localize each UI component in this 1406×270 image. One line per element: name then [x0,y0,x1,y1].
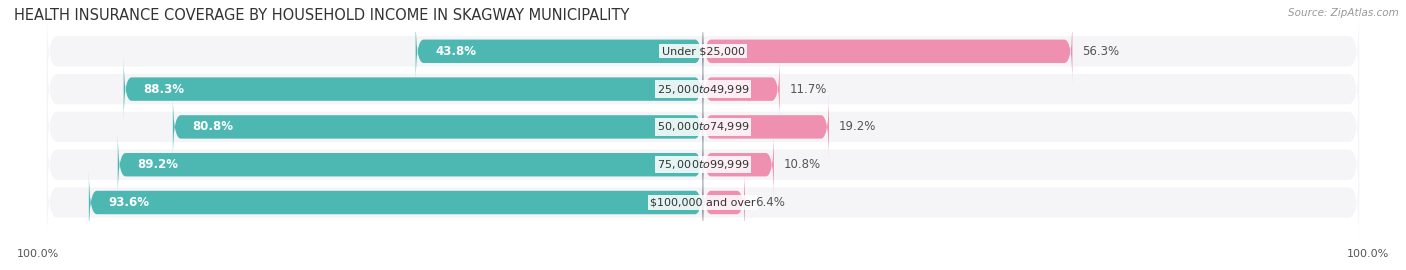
FancyBboxPatch shape [703,169,745,236]
Text: Source: ZipAtlas.com: Source: ZipAtlas.com [1288,8,1399,18]
FancyBboxPatch shape [118,131,703,198]
Text: 80.8%: 80.8% [193,120,233,133]
FancyBboxPatch shape [173,93,703,161]
Text: 6.4%: 6.4% [755,196,785,209]
Text: $50,000 to $74,999: $50,000 to $74,999 [657,120,749,133]
FancyBboxPatch shape [46,123,1360,206]
FancyBboxPatch shape [703,131,773,198]
FancyBboxPatch shape [703,55,780,123]
Text: HEALTH INSURANCE COVERAGE BY HOUSEHOLD INCOME IN SKAGWAY MUNICIPALITY: HEALTH INSURANCE COVERAGE BY HOUSEHOLD I… [14,8,630,23]
Text: 100.0%: 100.0% [1347,249,1389,259]
Text: 10.8%: 10.8% [783,158,821,171]
Text: Under $25,000: Under $25,000 [661,46,745,56]
FancyBboxPatch shape [416,18,703,85]
FancyBboxPatch shape [124,55,703,123]
FancyBboxPatch shape [46,85,1360,168]
Text: 88.3%: 88.3% [143,83,184,96]
Text: 89.2%: 89.2% [138,158,179,171]
Text: 43.8%: 43.8% [436,45,477,58]
Text: 100.0%: 100.0% [17,249,59,259]
Text: 11.7%: 11.7% [790,83,827,96]
Text: $100,000 and over: $100,000 and over [650,197,756,208]
Text: 93.6%: 93.6% [108,196,149,209]
Text: $75,000 to $99,999: $75,000 to $99,999 [657,158,749,171]
FancyBboxPatch shape [703,93,830,161]
FancyBboxPatch shape [46,161,1360,244]
FancyBboxPatch shape [703,18,1073,85]
FancyBboxPatch shape [89,169,703,236]
FancyBboxPatch shape [46,10,1360,93]
Text: 56.3%: 56.3% [1083,45,1119,58]
Text: $25,000 to $49,999: $25,000 to $49,999 [657,83,749,96]
FancyBboxPatch shape [46,48,1360,131]
Text: 19.2%: 19.2% [839,120,876,133]
